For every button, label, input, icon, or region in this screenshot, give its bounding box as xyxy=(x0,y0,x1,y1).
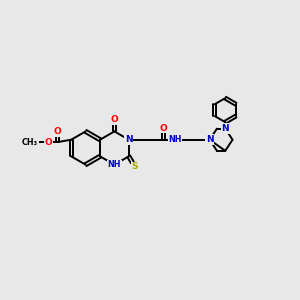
Text: O: O xyxy=(160,124,167,133)
Text: O: O xyxy=(45,137,52,146)
Text: N: N xyxy=(221,124,229,133)
Text: O: O xyxy=(110,115,118,124)
Text: O: O xyxy=(54,127,62,136)
Text: N: N xyxy=(125,135,133,144)
Text: NH: NH xyxy=(108,160,121,169)
Text: CH₃: CH₃ xyxy=(22,137,38,146)
Text: N: N xyxy=(206,135,214,144)
Text: S: S xyxy=(132,162,138,171)
Text: NH: NH xyxy=(168,135,182,144)
